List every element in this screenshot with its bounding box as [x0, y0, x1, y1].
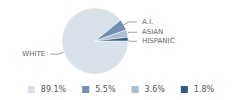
svg-text:A.I.: A.I. — [142, 18, 153, 26]
svg-text:1.8%: 1.8% — [194, 85, 215, 94]
svg-text:ASIAN: ASIAN — [142, 28, 163, 36]
svg-text:3.6%: 3.6% — [145, 85, 166, 94]
svg-text:5.5%: 5.5% — [95, 85, 116, 94]
svg-text:89.1%: 89.1% — [41, 85, 67, 94]
svg-text:WHITE: WHITE — [22, 50, 45, 58]
svg-text:HISPANIC: HISPANIC — [142, 37, 175, 45]
